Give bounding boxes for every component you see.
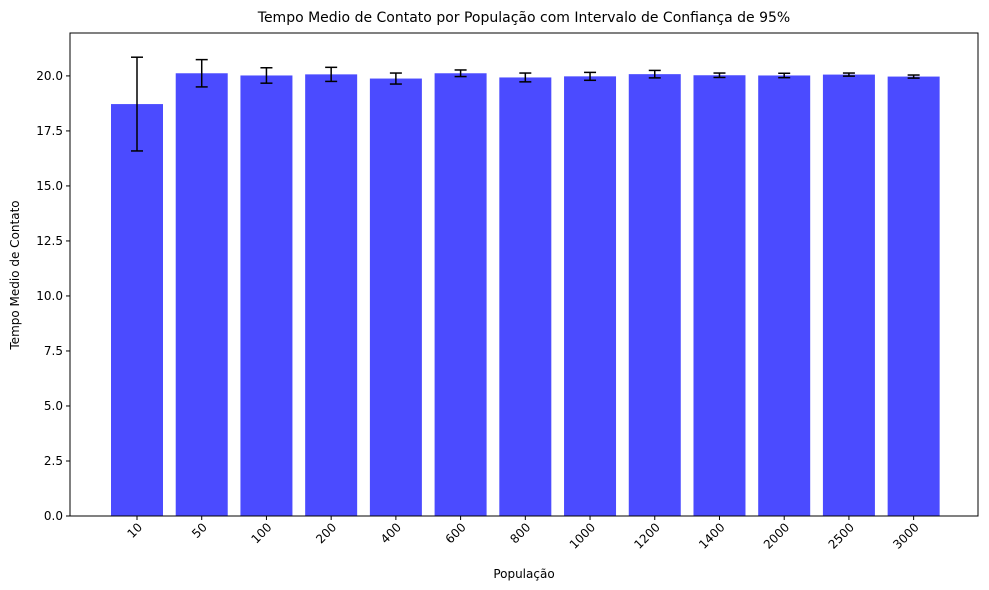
y-tick-label: 20.0	[36, 69, 63, 83]
error-bars-group	[131, 56, 920, 152]
chart-title: Tempo Medio de Contato por População com…	[257, 10, 790, 26]
x-tick-label: 600	[443, 520, 469, 546]
bar-2500	[822, 74, 875, 516]
error-bar-2500	[842, 72, 855, 77]
error-bar-1400	[713, 72, 726, 79]
bar-800	[499, 77, 552, 516]
x-tick-label: 400	[378, 520, 404, 546]
x-tick-label: 10	[124, 520, 145, 541]
bar-200	[305, 74, 358, 517]
x-tick-label: 1400	[696, 520, 727, 551]
error-bar-2000	[778, 72, 791, 79]
x-tick-label: 2500	[826, 520, 857, 551]
error-bar-200	[325, 66, 338, 83]
y-tick-label: 12.5	[36, 234, 63, 248]
bar-50	[175, 73, 228, 516]
bar-1000	[564, 76, 617, 517]
error-bar-800	[519, 72, 532, 83]
y-tick-label: 2.5	[44, 454, 63, 468]
bar-2000	[758, 75, 811, 516]
bar-600	[434, 73, 487, 516]
error-bar-10	[131, 56, 143, 152]
x-tick-label: 200	[313, 520, 339, 546]
x-tick-label: 3000	[890, 520, 921, 551]
x-tick-label: 800	[507, 520, 533, 546]
bar-3000	[887, 76, 940, 516]
x-axis-title: População	[493, 567, 554, 581]
error-bar-400	[389, 72, 402, 85]
y-axis-title: Tempo Medio de Contato	[8, 200, 22, 350]
x-tick-label: 2000	[761, 520, 792, 551]
error-bar-50	[195, 58, 208, 88]
y-axis: 0.0 2.5 5.0 7.5 10.0 12.5 15.0 17.5 20.0	[36, 69, 70, 523]
x-tick-label: 1000	[567, 520, 598, 551]
x-tick-label: 1200	[631, 520, 662, 551]
y-tick-label: 7.5	[44, 344, 63, 358]
y-tick-label: 0.0	[44, 509, 63, 523]
bar-1400	[693, 75, 746, 516]
error-bar-1000	[584, 71, 597, 82]
y-tick-label: 10.0	[36, 289, 63, 303]
bar-10	[111, 104, 163, 517]
x-tick-label: 100	[248, 520, 274, 546]
bar-400	[369, 78, 422, 516]
x-axis: 10 50 100 200 400 600 800 1000 1200 1400 2000 2500 3…	[124, 516, 922, 552]
bars-group	[111, 73, 940, 517]
y-tick-label: 17.5	[36, 124, 63, 138]
y-tick-label: 5.0	[44, 399, 63, 413]
error-bar-3000	[907, 74, 920, 79]
x-tick-label: 50	[189, 520, 210, 541]
bar-1200	[628, 74, 681, 516]
bar-100	[240, 75, 293, 516]
plot-frame	[69, 32, 979, 517]
error-bar-1200	[648, 69, 661, 79]
error-bar-600	[454, 69, 467, 78]
error-bar-100	[260, 67, 273, 84]
y-tick-label: 15.0	[36, 179, 63, 193]
